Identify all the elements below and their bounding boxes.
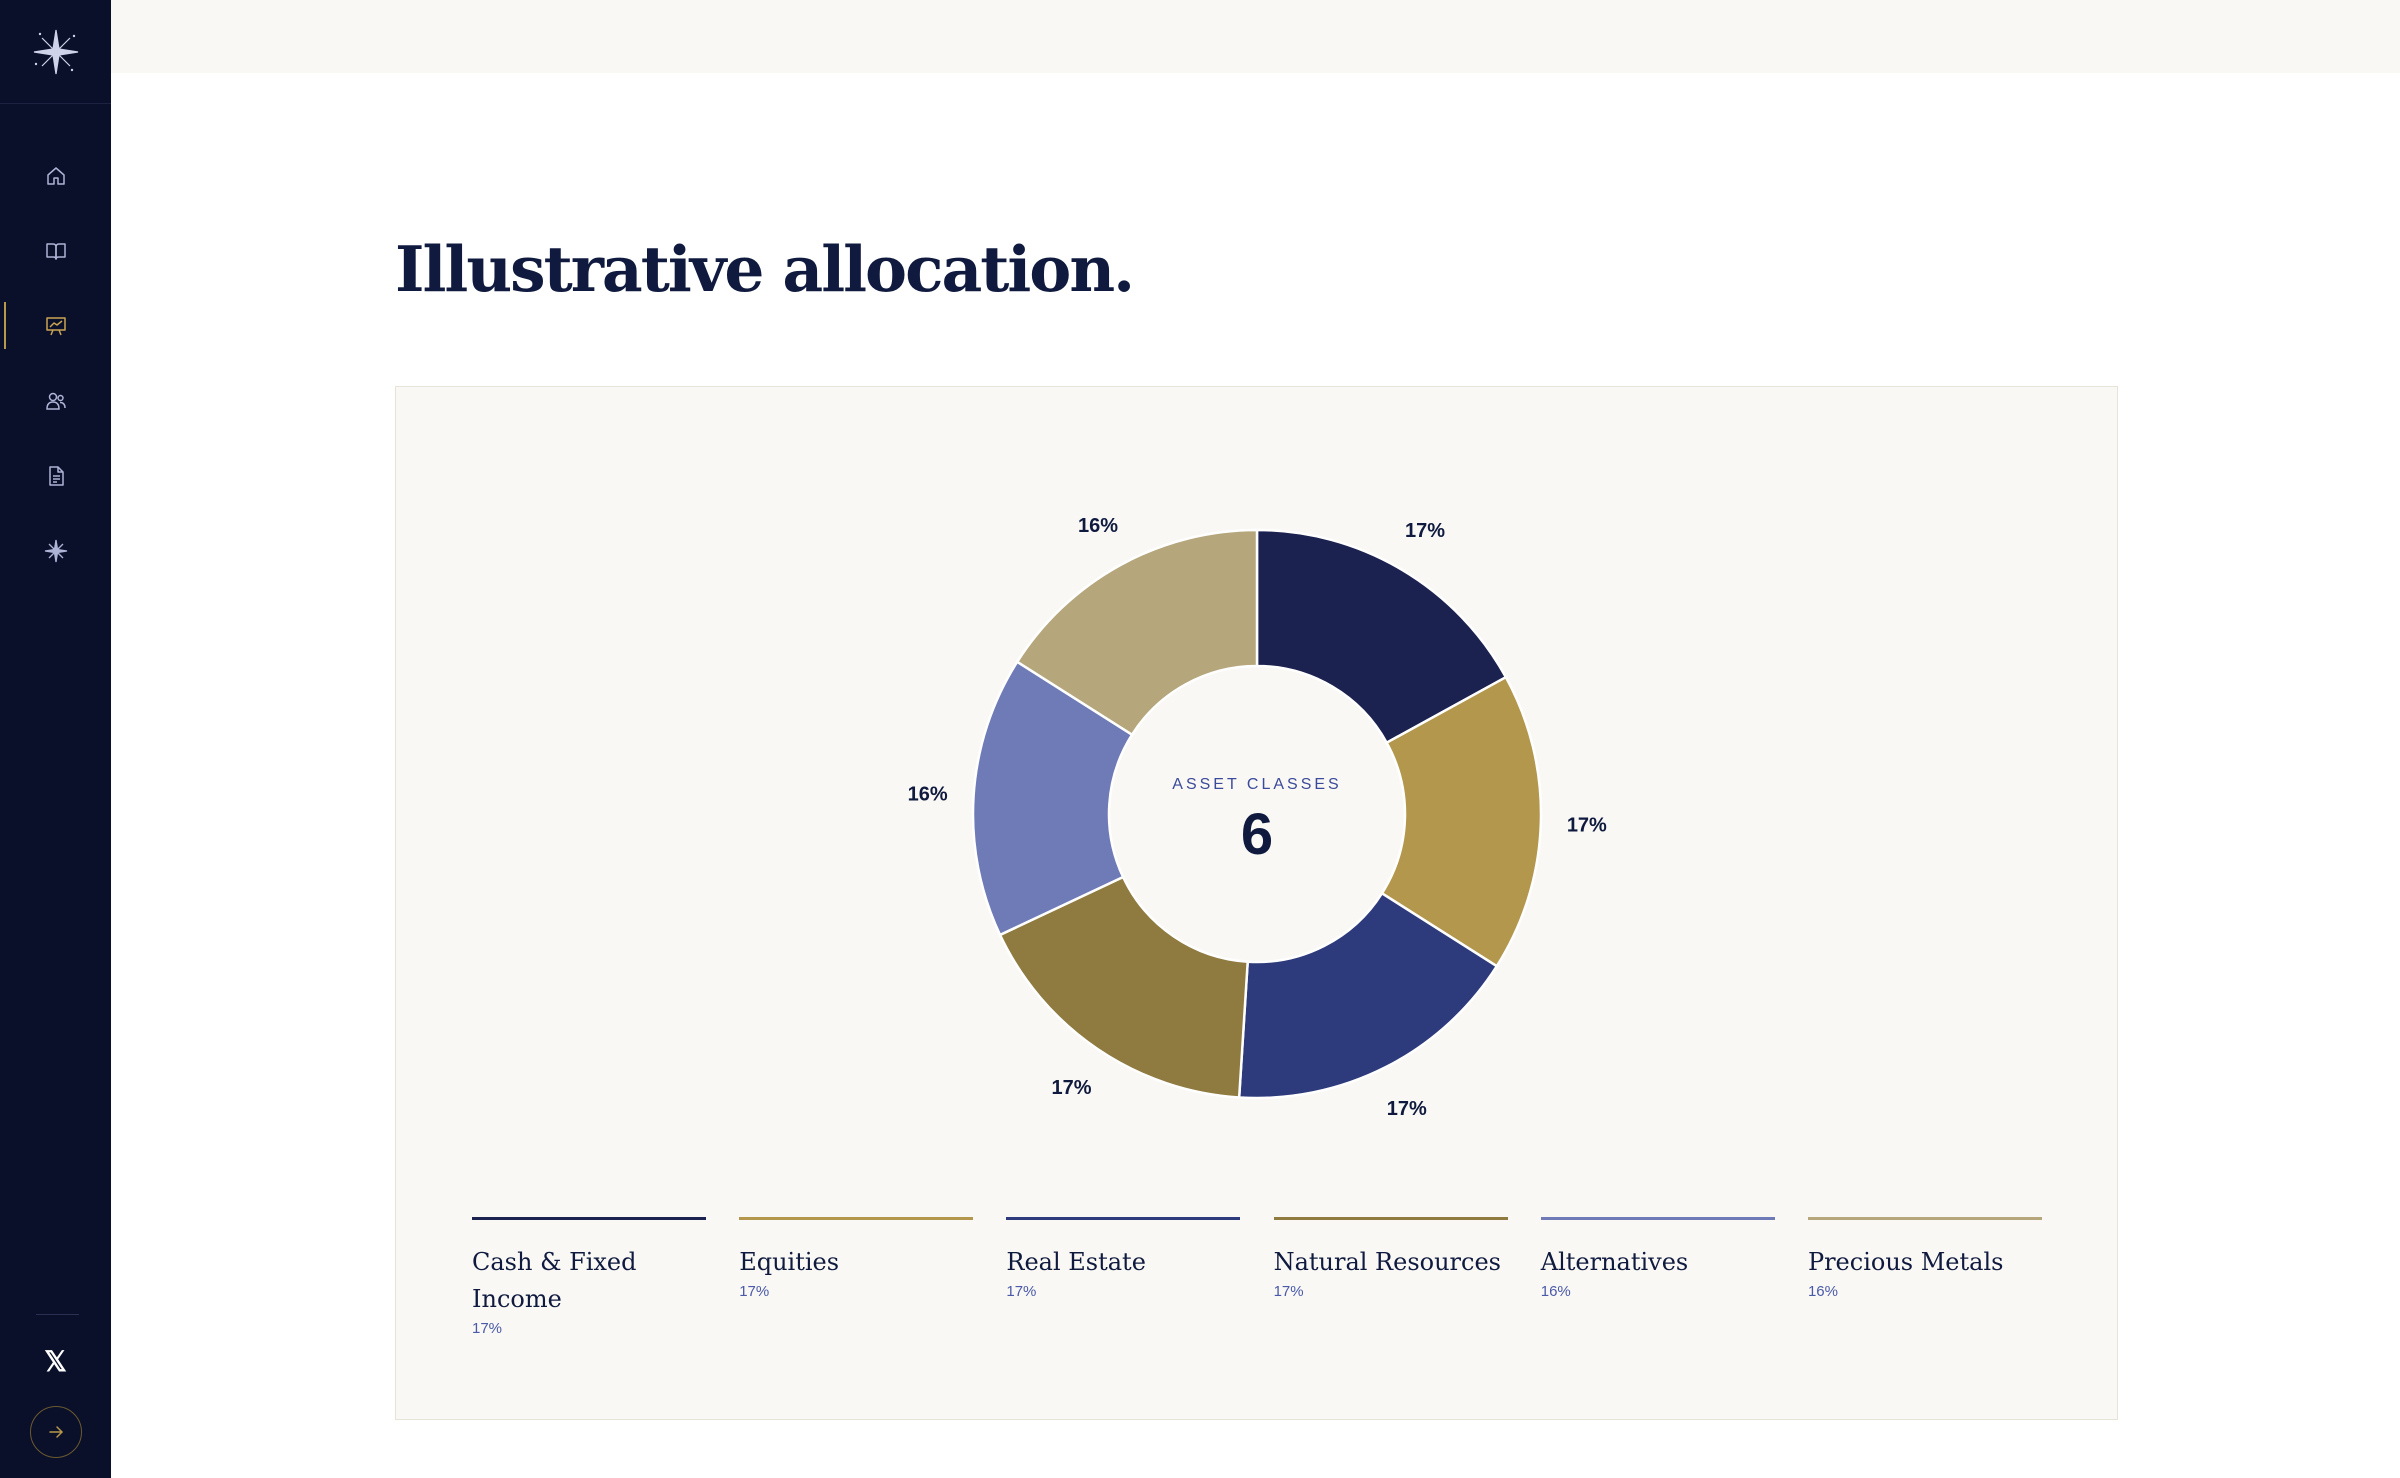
slice-label: 17% bbox=[1051, 1077, 1091, 1099]
donut-slice-equities[interactable] bbox=[1380, 675, 1543, 968]
legend-item[interactable]: Real Estate 17% bbox=[1006, 1217, 1241, 1337]
legend-color-line bbox=[472, 1217, 706, 1220]
sidebar-item-library[interactable] bbox=[0, 213, 111, 288]
legend-item[interactable]: Alternatives 16% bbox=[1540, 1217, 1775, 1337]
sidebar-item-clients[interactable] bbox=[0, 363, 111, 438]
legend-percent: 16% bbox=[1807, 1283, 1838, 1300]
home-icon bbox=[46, 166, 65, 185]
slice-label: 17% bbox=[1387, 1098, 1427, 1120]
slice-label: 17% bbox=[1567, 814, 1607, 836]
legend-color-line bbox=[1006, 1217, 1241, 1220]
legend-percent: 17% bbox=[1006, 1283, 1037, 1300]
legend-name: Precious Metals bbox=[1807, 1248, 2004, 1276]
legend-color-line bbox=[1807, 1217, 2042, 1220]
legend-name: Alternatives bbox=[1540, 1248, 1689, 1276]
slice-label: 17% bbox=[1405, 520, 1445, 542]
donut-slice-natural-resources[interactable] bbox=[998, 875, 1250, 1099]
legend-name: Real Estate bbox=[1006, 1248, 1146, 1276]
legend-name: Cash & Fixed Income bbox=[472, 1248, 637, 1313]
book-icon bbox=[45, 242, 66, 260]
sparkle-icon bbox=[44, 539, 67, 562]
chart-legend: Cash & Fixed Income 17% Equities 17% Rea… bbox=[472, 1217, 2042, 1337]
page-title: Illustrative allocation. bbox=[395, 232, 1135, 306]
legend-item[interactable]: Equities 17% bbox=[739, 1217, 974, 1337]
legend-percent: 17% bbox=[739, 1283, 770, 1300]
compass-star-logo-icon bbox=[33, 29, 78, 74]
center-value: 6 bbox=[1241, 802, 1273, 867]
arrow-right-icon bbox=[49, 1426, 63, 1438]
center-label: ASSET CLASSES bbox=[1172, 776, 1341, 793]
slice-label: 16% bbox=[908, 783, 948, 805]
document-icon bbox=[48, 465, 64, 486]
users-icon bbox=[45, 392, 66, 410]
slice-label: 16% bbox=[1078, 515, 1118, 537]
sidebar-item-presentations[interactable] bbox=[0, 288, 111, 363]
sidebar: 𝕏 bbox=[0, 0, 111, 1478]
legend-percent: 17% bbox=[472, 1320, 503, 1337]
donut-slice-real-estate[interactable] bbox=[1237, 891, 1499, 1100]
legend-item[interactable]: Cash & Fixed Income 17% bbox=[472, 1217, 706, 1337]
legend-percent: 16% bbox=[1540, 1283, 1571, 1300]
legend-item[interactable]: Natural Resources 17% bbox=[1273, 1217, 1508, 1337]
donut-slice-cash-fixed-income[interactable] bbox=[1255, 528, 1508, 745]
top-bar bbox=[111, 0, 2400, 73]
sidebar-item-documents[interactable] bbox=[0, 438, 111, 513]
legend-name: Natural Resources bbox=[1273, 1248, 1501, 1276]
sidebar-nav bbox=[0, 138, 111, 588]
sidebar-item-home[interactable] bbox=[0, 138, 111, 213]
legend-color-line bbox=[739, 1217, 974, 1220]
allocation-donut-chart: 17% 17% 17% 17% 16% 16% ASSET CLASSES 6 bbox=[908, 515, 1607, 1120]
allocation-card: 17% 17% 17% 17% 16% 16% ASSET CLASSES 6 Cash & … bbox=[395, 386, 2118, 1420]
legend-color-line bbox=[1273, 1217, 1508, 1220]
legend-item[interactable]: Precious Metals 16% bbox=[1807, 1217, 2042, 1337]
expand-sidebar-button[interactable] bbox=[30, 1406, 82, 1458]
presentation-chart-icon bbox=[45, 316, 66, 335]
legend-name: Equities bbox=[739, 1248, 840, 1276]
donut-slice-alternatives[interactable] bbox=[971, 660, 1134, 937]
logo[interactable] bbox=[0, 0, 111, 104]
sidebar-item-spark[interactable] bbox=[0, 513, 111, 588]
donut-slice-precious-metals[interactable] bbox=[1015, 528, 1259, 737]
legend-percent: 17% bbox=[1273, 1283, 1304, 1300]
legend-color-line bbox=[1540, 1217, 1775, 1220]
sidebar-divider bbox=[36, 1314, 79, 1315]
x-social-link[interactable]: 𝕏 bbox=[44, 1345, 67, 1377]
